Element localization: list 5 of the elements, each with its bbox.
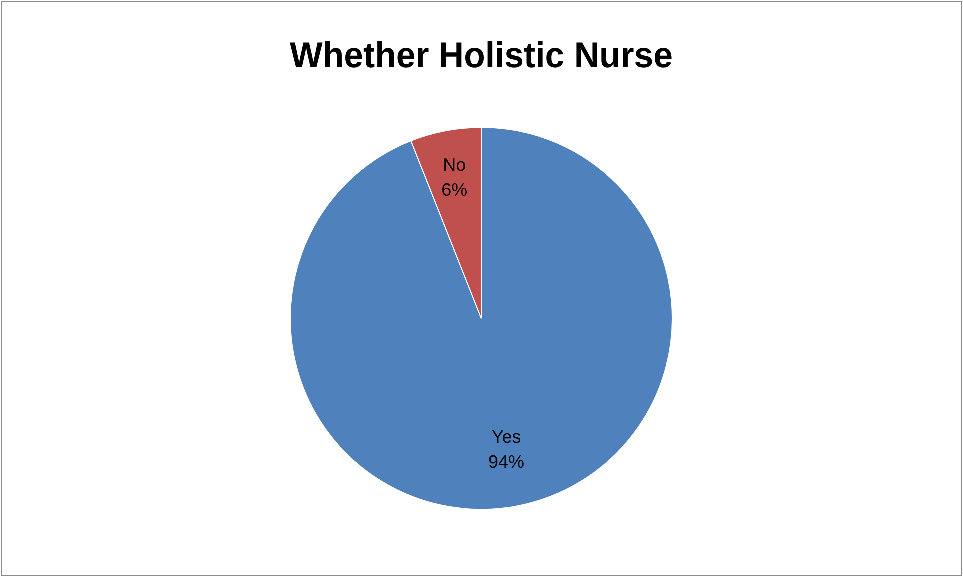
slice-label: No <box>443 154 466 175</box>
slice-label: Yes <box>492 426 522 447</box>
chart-title: Whether Holistic Nurse <box>290 34 673 76</box>
data-label: 94% <box>488 452 525 472</box>
data-label: 6% <box>442 180 468 200</box>
